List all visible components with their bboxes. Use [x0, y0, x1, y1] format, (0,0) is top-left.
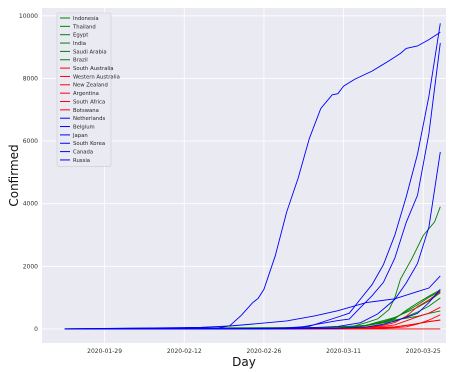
- legend-label: Brazil: [73, 58, 88, 64]
- legend-label: Egypt: [73, 33, 88, 39]
- series-lines: [64, 23, 441, 330]
- legend-label: South Africa: [73, 99, 105, 105]
- legend-label: Russia: [73, 158, 90, 164]
- legend-label: New Zealand: [73, 83, 108, 89]
- grid: [42, 8, 446, 343]
- legend-label: South Korea: [73, 141, 105, 147]
- legend-label: South Australia: [73, 66, 114, 72]
- y-tick-label: 2000: [23, 263, 38, 270]
- y-tick-label: 10000: [19, 13, 38, 20]
- legend-label: Saudi Arabia: [73, 49, 107, 55]
- legend-label: Thailand: [72, 24, 96, 30]
- x-axis-label: Day: [232, 355, 256, 369]
- legend-label: Botswana: [73, 108, 99, 114]
- legend-label: Japan: [72, 133, 88, 139]
- legend-label: Belgium: [73, 124, 95, 130]
- y-axis-label: Confirmed: [7, 144, 21, 206]
- legend-label: Indonesia: [73, 16, 99, 22]
- x-tick-label: 2020-02-12: [167, 348, 202, 355]
- series-line-netherlands: [64, 23, 441, 330]
- legend: Indonesia Thailand Egypt India Saudi Arabia B…: [56, 12, 120, 167]
- y-tick-label: 0: [34, 326, 38, 333]
- y-tick-label: 8000: [23, 75, 38, 82]
- x-tick-label: 2020-03-25: [406, 348, 441, 355]
- legend-label: Argentina: [73, 91, 99, 97]
- series-line-russia: [64, 289, 441, 330]
- x-tick-label: 2020-02-26: [246, 348, 281, 355]
- legend-label: Western Australia: [73, 74, 120, 80]
- legend-label: India: [73, 41, 86, 47]
- series-line-south-korea: [64, 31, 441, 330]
- axis-ticks: 0 2000 4000 6000 8000 10000 2020-01-29 2020-02-…: [19, 13, 441, 355]
- x-tick-label: 2020-01-29: [87, 348, 122, 355]
- x-tick-label: 2020-03-11: [326, 348, 361, 355]
- series-line-japan: [64, 275, 441, 330]
- legend-label: Netherlands: [73, 116, 106, 122]
- y-tick-label: 4000: [23, 201, 38, 208]
- legend-box: [56, 12, 112, 167]
- y-tick-label: 6000: [23, 138, 38, 145]
- legend-label: Canada: [73, 150, 93, 156]
